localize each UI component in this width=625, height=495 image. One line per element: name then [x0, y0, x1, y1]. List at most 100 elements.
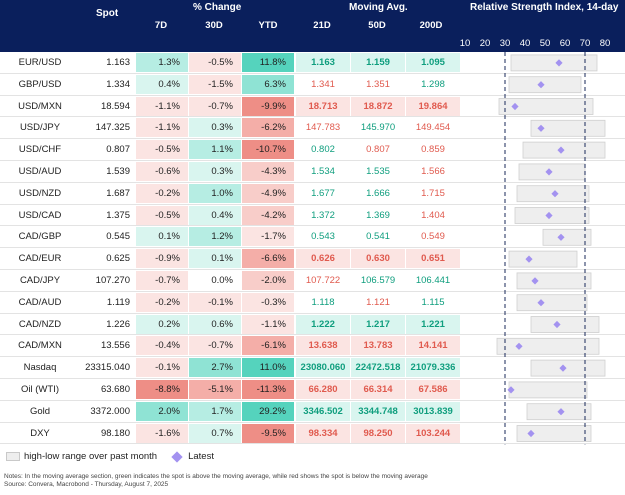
row-spot: 1.119 — [106, 296, 130, 308]
rsi-range-bar — [542, 228, 592, 246]
row-ticker: USD/CHF — [18, 144, 62, 156]
pct-shade-d30 — [189, 423, 241, 443]
legend-range-swatch — [6, 452, 20, 461]
pct-shade-d30 — [189, 118, 241, 138]
ma-ma50: 0.541 — [366, 231, 390, 243]
row-spot: 3372.000 — [90, 405, 130, 417]
rsi-range-bar — [508, 250, 578, 268]
row-spot: 1.334 — [106, 78, 130, 90]
rsi-tick-label: 30 — [499, 38, 511, 49]
rsi-latest-marker — [555, 59, 563, 67]
ma-shade-ma21 — [296, 380, 350, 399]
ma-ma50: 106.579 — [360, 275, 396, 286]
row-ticker: USD/AUD — [18, 166, 62, 177]
ma-ma200: 0.859 — [421, 144, 445, 156]
legend-latest-marker — [171, 450, 183, 463]
pct-shade-ytd — [242, 162, 294, 181]
pct-shade-d30 — [189, 74, 241, 94]
pct-d30: -1.5% — [208, 78, 233, 90]
ma-ma21: 1.372 — [311, 209, 335, 221]
header-ytd: YTD — [258, 20, 278, 31]
pct-shade-ytd — [242, 336, 294, 356]
table-row: USD/MXN 18.594 -1.1% -0.7% -9.9% 18.713 18.872… — [0, 96, 625, 118]
pct-shade-ytd — [242, 249, 294, 269]
pct-shade-ytd — [242, 271, 294, 290]
pct-d7: 2.0% — [158, 405, 180, 417]
row-spot: 1.163 — [106, 57, 130, 68]
ma-ma21: 23080.060 — [300, 362, 346, 374]
pct-d30: 2.7% — [211, 362, 233, 374]
pct-shade-d7 — [136, 271, 188, 290]
pct-ytd: -9.9% — [261, 100, 286, 112]
row-spot: 1.539 — [106, 166, 130, 177]
ma-ma200: 3013.839 — [413, 405, 453, 417]
pct-d30: 0.4% — [211, 209, 233, 221]
row-ticker: CAD/GBP — [18, 231, 62, 243]
ma-shade-ma21 — [296, 53, 350, 72]
legend-latest-label: Latest — [188, 451, 214, 462]
rsi-tick-label: 10 — [459, 38, 471, 49]
rsi-latest-marker — [559, 364, 567, 372]
pct-shade-d30 — [189, 205, 241, 225]
ma-shade-ma21 — [296, 336, 350, 356]
pct-shade-ytd — [242, 183, 294, 203]
ma-ma21: 0.802 — [311, 144, 335, 156]
ma-shade-ma50 — [351, 423, 405, 443]
pct-ytd: -6.2% — [261, 122, 286, 134]
ma-ma21: 18.713 — [308, 100, 338, 112]
pct-shade-d7 — [136, 118, 188, 138]
rsi-range-bar — [508, 381, 588, 399]
table-row: Nasdaq 23315.040 -0.1% 2.7% 11.0% 23080.060 22… — [0, 357, 625, 379]
header-7d: 7D — [154, 20, 168, 31]
ma-ma200: 14.141 — [418, 340, 448, 352]
rsi-range-bar — [530, 359, 606, 377]
rsi-latest-marker — [507, 386, 515, 394]
row-ticker: GBP/USD — [18, 78, 62, 90]
table-row: Oil (WTI) 63.680 -8.8% -5.1% -11.3% 66.280 66.… — [0, 379, 625, 401]
ma-shade-ma50 — [351, 249, 405, 269]
rsi-tick-label: 20 — [479, 38, 491, 49]
ma-ma50: 0.807 — [366, 144, 390, 156]
ma-ma21: 1.222 — [311, 318, 335, 330]
pct-d30: 0.6% — [211, 318, 233, 330]
ma-shade-ma21 — [296, 358, 350, 378]
ma-ma50: 22472.518 — [355, 362, 401, 374]
table-header: Spot % Change 7D 30D YTD Moving Avg. 21D… — [0, 0, 625, 52]
row-spot: 23315.040 — [85, 362, 130, 374]
ma-ma200: 1.298 — [421, 78, 445, 90]
ma-ma200: 1.095 — [421, 57, 445, 68]
pct-ytd: -4.3% — [261, 166, 286, 177]
table-row: GBP/USD 1.334 0.4% -1.5% 6.3% 1.341 1.351 1.298 — [0, 74, 625, 96]
pct-shade-d30 — [189, 249, 241, 269]
ma-shade-ma50 — [351, 380, 405, 399]
row-spot: 13.556 — [100, 340, 130, 352]
ma-ma50: 1.217 — [366, 318, 390, 330]
pct-d30: 1.1% — [211, 144, 233, 156]
header-200d: 200D — [419, 20, 443, 31]
rsi-range-bar — [530, 119, 606, 137]
ma-shade-ma50 — [351, 314, 405, 334]
pct-d7: 0.4% — [158, 78, 180, 90]
pct-ytd: -4.2% — [261, 209, 286, 221]
table-row: CAD/JPY 107.270 -0.7% 0.0% -2.0% 107.722 106.5… — [0, 270, 625, 292]
row-ticker: CAD/EUR — [18, 253, 62, 265]
ma-ma50: 18.872 — [363, 100, 393, 112]
row-spot: 0.545 — [106, 231, 130, 243]
pct-d30: -0.7% — [208, 340, 233, 352]
ma-shade-ma200 — [406, 314, 460, 334]
pct-shade-d30 — [189, 227, 241, 247]
ma-ma21: 1.677 — [311, 187, 335, 199]
ma-ma50: 1.159 — [366, 57, 390, 68]
pct-shade-d30 — [189, 96, 241, 116]
row-ticker: CAD/MXN — [18, 340, 62, 352]
row-ticker: Nasdaq — [23, 362, 57, 374]
rsi-range-bar — [516, 425, 592, 442]
rsi-latest-marker — [557, 146, 565, 154]
pct-ytd: -4.9% — [261, 187, 286, 199]
rsi-latest-marker — [537, 299, 545, 307]
pct-shade-ytd — [242, 205, 294, 225]
pct-shade-ytd — [242, 227, 294, 247]
ma-ma200: 106.441 — [415, 275, 451, 286]
